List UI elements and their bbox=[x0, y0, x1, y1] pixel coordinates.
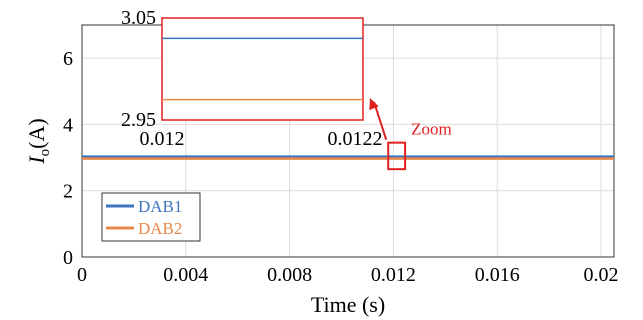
series-group bbox=[82, 155, 614, 160]
y-axis-label-main: I bbox=[24, 155, 49, 165]
zoom-arrow-shaft bbox=[373, 101, 388, 140]
x-tick-label: 0.016 bbox=[475, 264, 520, 286]
y-tick-label: 0 bbox=[63, 247, 73, 269]
inset-x-tick-right: 0.0122 bbox=[328, 128, 383, 150]
inset-x-tick-left: 0.012 bbox=[140, 128, 185, 150]
x-tick-label: 0.012 bbox=[371, 264, 416, 286]
zoom-arrow-head bbox=[369, 98, 379, 111]
x-tick-label: 0.02 bbox=[584, 264, 619, 286]
y-axis-label: Io(A) bbox=[24, 118, 53, 164]
y-tick-label: 6 bbox=[63, 48, 73, 70]
x-tick-labels: 0 0.004 0.008 0.012 0.016 0.02 bbox=[77, 264, 619, 286]
x-tick-label: 0.004 bbox=[163, 264, 208, 286]
zoom-annotation: Zoom bbox=[369, 98, 452, 171]
x-tick-label: 0 bbox=[77, 264, 87, 286]
zoom-box bbox=[387, 141, 407, 171]
x-tick-label: 0.008 bbox=[267, 264, 312, 286]
inset-zoom: 3.05 2.950.012 0.0122 bbox=[121, 7, 383, 150]
x-axis-label: Time (s) bbox=[311, 292, 385, 317]
legend-box bbox=[101, 192, 201, 242]
y-axis-label-unit: (A) bbox=[24, 118, 49, 149]
legend: DAB1 DAB2 bbox=[101, 192, 201, 242]
legend-label-dab1: DAB1 bbox=[138, 197, 182, 216]
y-tick-label: 2 bbox=[63, 181, 73, 203]
y-axis-label-sub: o bbox=[37, 149, 53, 157]
y-tick-labels: 0 2 4 6 bbox=[63, 48, 73, 269]
inset-y-tick-bottom: 2.95 bbox=[121, 109, 156, 131]
inset-frame bbox=[161, 17, 364, 121]
zoom-label: Zoom bbox=[411, 120, 452, 139]
y-tick-label: 4 bbox=[63, 114, 73, 136]
inset-y-tick-top: 3.05 bbox=[121, 7, 156, 29]
legend-label-dab2: DAB2 bbox=[138, 219, 182, 238]
